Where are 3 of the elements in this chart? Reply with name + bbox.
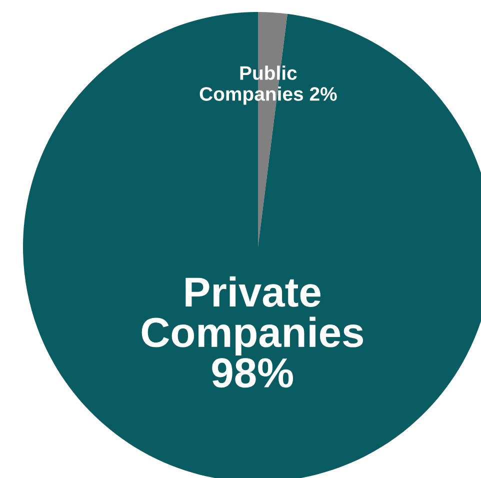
slice-label: Private Companies: [142, 276, 363, 356]
data-label: 98%: [212, 358, 293, 388]
slice-label: Public Companies 2%: [200, 66, 337, 105]
